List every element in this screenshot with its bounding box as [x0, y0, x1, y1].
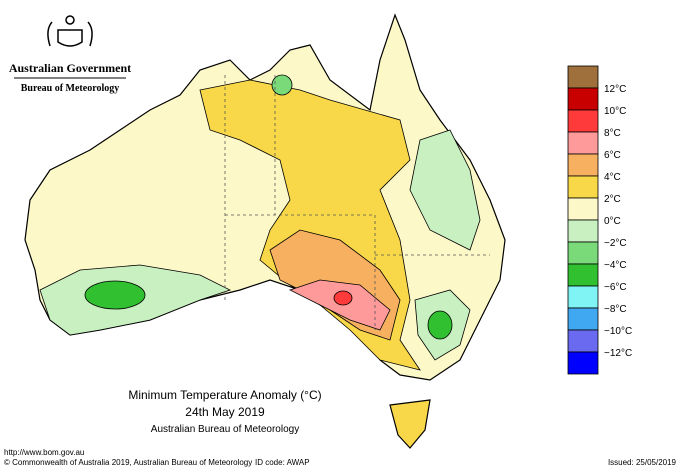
agency: Bureau of Meteorology [21, 83, 120, 94]
legend-swatch [567, 241, 599, 265]
map-date: 24th May 2019 [185, 405, 265, 419]
legend-label: 8°C [604, 128, 621, 139]
legend-label: −2°C [604, 238, 627, 249]
map-title: Minimum Temperature Anomaly (°C) [128, 388, 321, 402]
id-code: ID code: AWAP [255, 458, 310, 467]
legend-label: −8°C [604, 304, 627, 315]
legend-swatch [567, 285, 599, 309]
legend-label: −6°C [604, 282, 627, 293]
legend-label: −12°C [604, 348, 632, 359]
legend-swatch [567, 109, 599, 133]
government: Australian Government [9, 61, 131, 75]
url: http://www.bom.gov.au [4, 448, 84, 457]
legend-swatch [567, 351, 599, 375]
legend-swatch [567, 153, 599, 177]
copyright: © Commonwealth of Australia 2019, Austra… [4, 458, 252, 467]
cool-spot-north [271, 74, 293, 96]
crest [47, 15, 93, 47]
legend-label: 6°C [604, 150, 621, 161]
map [24, 13, 506, 449]
issued: Issued: 25/05/2019 [608, 458, 677, 467]
cold-spot-west [84, 280, 146, 310]
hot-spot [333, 290, 353, 306]
legend-label: 10°C [604, 106, 626, 117]
legend-label: 0°C [604, 216, 621, 227]
legend-label: 2°C [604, 194, 621, 205]
legend-swatch [567, 87, 599, 111]
legend-swatch [567, 197, 599, 221]
tasmania [389, 399, 431, 449]
legend-swatch [567, 307, 599, 331]
legend-label: −10°C [604, 326, 632, 337]
legend: 12°C 10°C 8°C 6°C 4°C 2°C 0°C −2°C −4°C −6°C −8°C −… [567, 65, 632, 375]
cool-anomaly-northeast [409, 129, 481, 251]
legend-swatch [567, 175, 599, 199]
map-source: Australian Bureau of Meteorology [151, 424, 299, 435]
legend-swatch [567, 131, 599, 155]
legend-label: −4°C [604, 260, 627, 271]
legend-swatch [567, 65, 599, 89]
legend-label: 12°C [604, 84, 626, 95]
legend-label: 4°C [604, 172, 621, 183]
legend-swatch [567, 219, 599, 243]
cold-spot-east [427, 310, 453, 340]
state-borders [224, 75, 490, 330]
legend-swatch [567, 329, 599, 353]
legend-swatch [567, 263, 599, 287]
